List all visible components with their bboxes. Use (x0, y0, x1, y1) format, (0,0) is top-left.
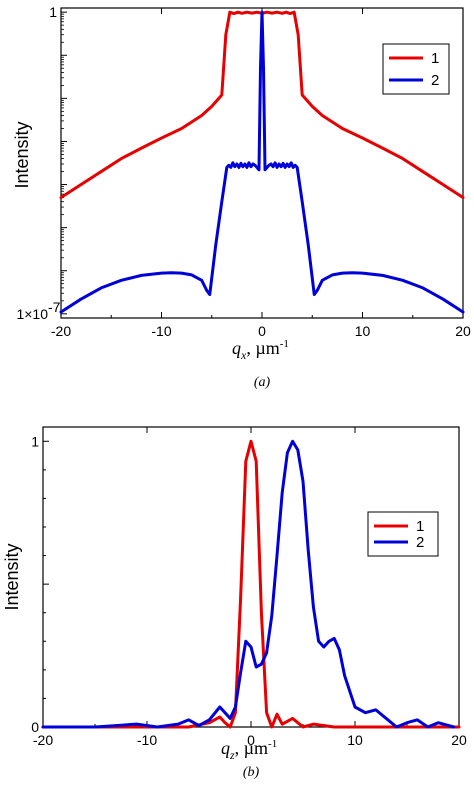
legend-label-2: 2 (431, 72, 439, 89)
y-axis-title: Intensity (12, 121, 32, 188)
legend-label-1: 1 (431, 50, 439, 67)
x-tick-label: 0 (258, 323, 266, 339)
x-tick-label: 20 (455, 323, 471, 339)
y-tick-label: 0 (31, 719, 39, 735)
chart-a: -20 -10 0 10 20 1 1×10 -7 1 2 Intensity qx, µm-1 (a) (12, 4, 471, 390)
x-tick-label: -10 (151, 323, 171, 339)
legend-label-2: 2 (416, 534, 424, 551)
y-tick-label: 1×10 (16, 306, 48, 322)
legend-box (367, 511, 439, 557)
series-line-2 (41, 439, 456, 729)
series-line-2 (59, 10, 465, 314)
x-tick-label: 10 (347, 732, 363, 748)
x-tick-label: 10 (355, 323, 371, 339)
series-line-1 (41, 439, 461, 729)
x-tick-label: -20 (51, 323, 71, 339)
legend-label-1: 1 (416, 518, 424, 535)
x-tick-label: -10 (137, 732, 157, 748)
x-tick-label: -20 (33, 732, 53, 748)
x-tick-label: 20 (451, 732, 467, 748)
x-axis-title: qx, µm-1 (232, 338, 289, 362)
figure-caption: (b) (243, 765, 260, 780)
y-tick-label: 1 (31, 433, 39, 449)
y-axis-title: Intensity (2, 543, 22, 610)
y-tick-label: 1 (49, 4, 57, 20)
y-tick-label-sup: -7 (48, 299, 61, 315)
x-axis-title: qz, µm-1 (221, 738, 277, 762)
legend-box (382, 43, 450, 95)
figure-caption: (a) (254, 375, 271, 390)
x-tick-label: 0 (247, 732, 255, 748)
plot-frame (42, 426, 460, 728)
